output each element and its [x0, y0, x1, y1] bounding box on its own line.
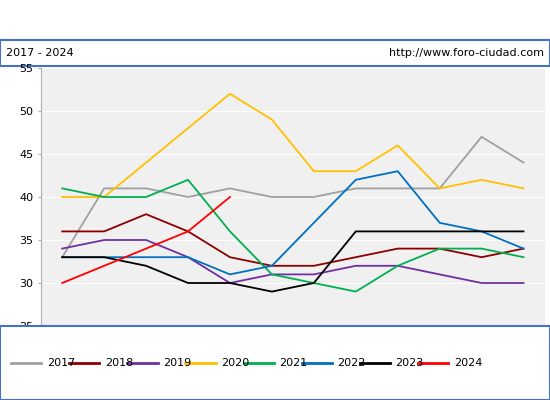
Text: 2024: 2024	[454, 358, 482, 368]
Text: http://www.foro-ciudad.com: http://www.foro-ciudad.com	[389, 48, 544, 58]
Text: 2022: 2022	[338, 358, 366, 368]
Text: 2019: 2019	[163, 358, 191, 368]
Text: 2021: 2021	[279, 358, 307, 368]
Text: 2018: 2018	[105, 358, 133, 368]
Text: 2020: 2020	[221, 358, 250, 368]
Text: 2017 - 2024: 2017 - 2024	[6, 48, 73, 58]
Text: 2017: 2017	[47, 358, 75, 368]
Text: 2023: 2023	[395, 358, 424, 368]
Text: Evolucion del paro registrado en Bédar: Evolucion del paro registrado en Bédar	[133, 13, 417, 29]
